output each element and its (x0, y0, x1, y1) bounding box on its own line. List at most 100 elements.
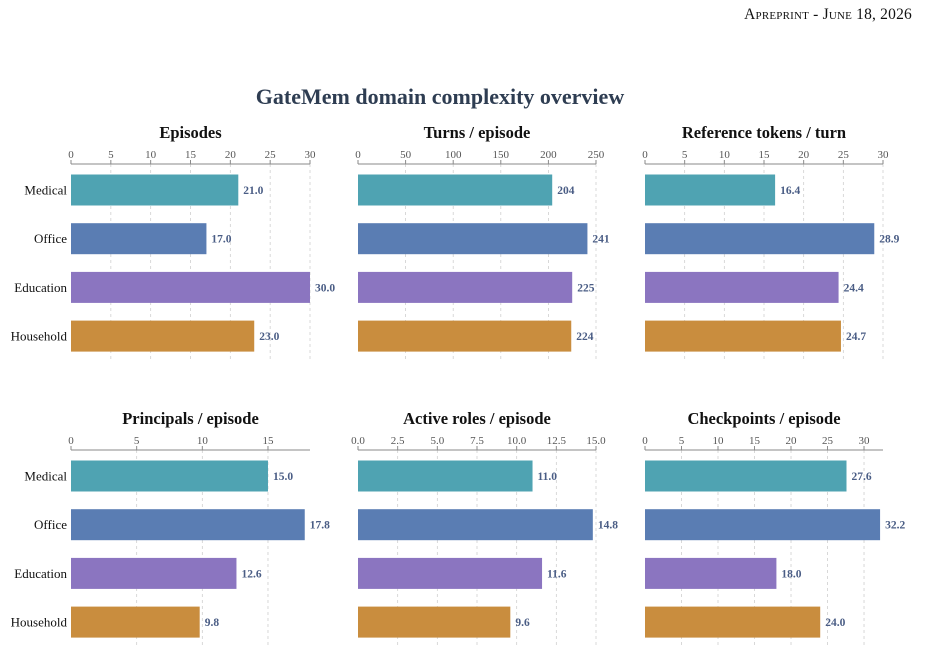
x-tick-label: 30 (305, 149, 317, 161)
x-tick-label: 20 (786, 435, 798, 447)
bar-medical (71, 460, 268, 492)
bar-household (645, 606, 821, 638)
running-header: Apreprint - June 18, 2026 (744, 6, 912, 24)
data-label: 24.0 (825, 617, 845, 629)
category-label-household: Household (11, 329, 68, 344)
data-label: 17.8 (310, 520, 330, 532)
x-tick-label: 20 (798, 149, 810, 161)
category-label-household: Household (11, 615, 68, 630)
chart-panel-6: Checkpoints / episode 0 5 10 15 20 25 30 27.6 32.… (642, 409, 905, 648)
panel-title: Episodes (159, 123, 222, 142)
bar-education (358, 557, 543, 589)
data-label: 24.4 (844, 282, 864, 294)
category-label-medical: Medical (24, 469, 67, 484)
chart-panel-2: Turns / episode 0 50 100 150 200 250 204 241 225 2… (355, 123, 610, 362)
category-label-office: Office (34, 231, 67, 246)
bar-household (71, 320, 255, 352)
x-tick-label: 10 (197, 435, 209, 447)
x-tick-label: 10.0 (507, 435, 527, 447)
x-tick-label: 10 (713, 435, 725, 447)
x-tick-label: 20 (225, 149, 237, 161)
bar-medical (358, 460, 533, 492)
data-label: 15.0 (273, 471, 293, 483)
x-tick-label: 5 (679, 435, 685, 447)
x-tick-label: 2.5 (391, 435, 405, 447)
data-label: 28.9 (879, 234, 899, 246)
bar-office (645, 223, 875, 255)
category-label-education: Education (14, 280, 67, 295)
bar-education (645, 557, 777, 589)
bar-household (358, 606, 511, 638)
x-tick-label: 10 (145, 149, 157, 161)
bar-education (645, 271, 839, 303)
data-label: 32.2 (885, 520, 905, 532)
header-dash: - (809, 6, 823, 23)
data-label: 21.0 (243, 185, 263, 197)
bar-household (645, 320, 841, 352)
x-tick-label: 15 (759, 149, 771, 161)
category-label-office: Office (34, 517, 67, 532)
x-tick-label: 0 (642, 149, 648, 161)
figure-suptitle: GateMem domain complexity overview (256, 84, 625, 109)
bar-office (71, 223, 207, 255)
bar-education (71, 557, 237, 589)
x-tick-label: 150 (493, 149, 510, 161)
data-label: 18.0 (781, 568, 801, 580)
bar-office (358, 223, 588, 255)
chart-panel-5: Active roles / episode 0.0 2.5 5.0 7.5 10.0 12… (351, 409, 618, 648)
bar-office (645, 509, 881, 541)
bar-education (71, 271, 310, 303)
data-label: 225 (577, 282, 595, 294)
header-first-letter: A (744, 6, 756, 23)
x-tick-label: 30 (878, 149, 890, 161)
panel-title: Principals / episode (122, 409, 259, 428)
data-label: 9.6 (515, 617, 530, 629)
data-label: 241 (592, 234, 610, 246)
header-month-rest: une (828, 6, 853, 23)
data-label: 27.6 (851, 471, 871, 483)
data-label: 14.8 (598, 520, 618, 532)
bar-household (358, 320, 572, 352)
header-preprint: preprint (755, 6, 810, 23)
panel-title: Active roles / episode (403, 409, 551, 428)
x-tick-label: 100 (445, 149, 462, 161)
bar-medical (645, 460, 847, 492)
header-month-first: J (822, 6, 829, 23)
bar-household (71, 606, 200, 638)
bar-office (71, 509, 305, 541)
chart-panels: Episodes 0 5 10 15 20 25 30 21.0 Medical 17.0 Offic… (11, 123, 905, 648)
x-tick-label: 15 (262, 435, 274, 447)
category-label-education: Education (14, 566, 67, 581)
x-tick-label: 12.5 (547, 435, 567, 447)
x-tick-label: 0 (355, 149, 361, 161)
panel-title: Reference tokens / turn (682, 123, 846, 142)
data-label: 11.0 (538, 471, 558, 483)
x-tick-label: 5 (108, 149, 114, 161)
data-label: 16.4 (780, 185, 800, 197)
x-tick-label: 0.0 (351, 435, 365, 447)
data-label: 30.0 (315, 282, 335, 294)
x-tick-label: 5 (134, 435, 140, 447)
data-label: 9.8 (205, 617, 220, 629)
x-tick-label: 7.5 (470, 435, 484, 447)
bar-office (358, 509, 593, 541)
bar-medical (71, 174, 239, 206)
x-tick-label: 25 (822, 435, 834, 447)
x-tick-label: 15 (749, 435, 761, 447)
x-tick-label: 0 (642, 435, 648, 447)
data-label: 23.0 (259, 331, 279, 343)
x-tick-label: 15.0 (586, 435, 606, 447)
x-tick-label: 5.0 (430, 435, 444, 447)
bar-medical (645, 174, 776, 206)
x-tick-label: 0 (68, 149, 74, 161)
data-label: 11.6 (547, 568, 567, 580)
header-date-rest: 18, 2026 (852, 6, 912, 23)
x-tick-label: 250 (588, 149, 605, 161)
x-tick-label: 25 (838, 149, 850, 161)
data-label: 12.6 (241, 568, 261, 580)
bar-education (358, 271, 573, 303)
data-label: 17.0 (211, 234, 231, 246)
chart-panel-4: Principals / episode 0 5 10 15 15.0 Medical 17.… (11, 409, 330, 648)
panel-title: Checkpoints / episode (687, 409, 840, 428)
